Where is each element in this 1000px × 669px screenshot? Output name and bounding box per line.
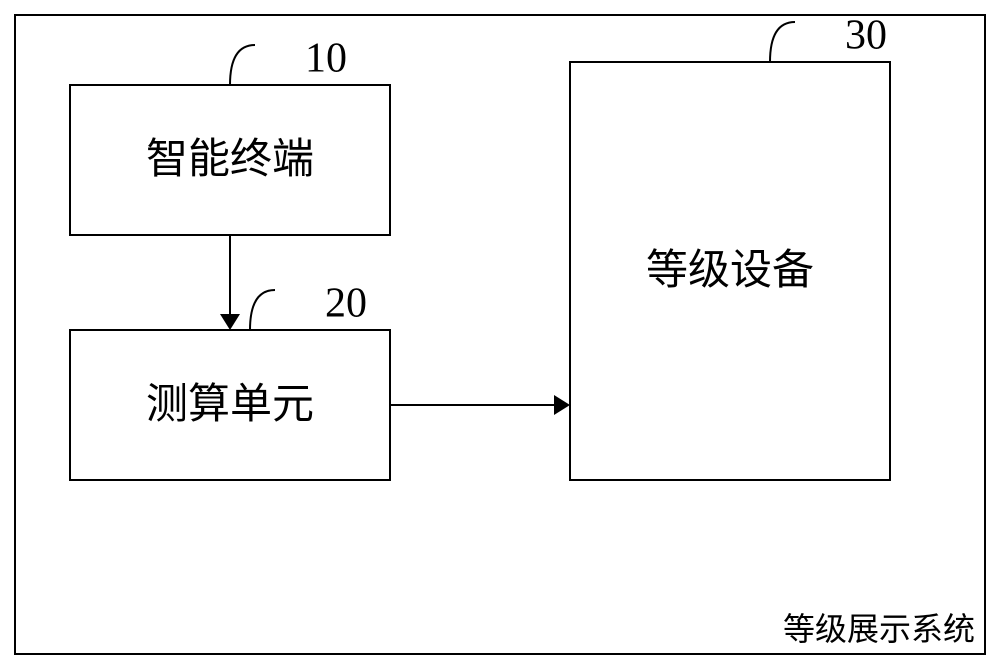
node-terminal-number: 10 [305,36,347,82]
node-device: 等级设备 30 [570,13,890,480]
node-device-number: 30 [845,13,887,59]
node-calc-label: 测算单元 [146,382,314,428]
diagram-caption: 等级展示系统 [783,611,975,647]
node-terminal-label: 智能终端 [146,137,314,183]
node-calc-number: 20 [325,281,367,327]
node-device-label: 等级设备 [646,248,814,294]
